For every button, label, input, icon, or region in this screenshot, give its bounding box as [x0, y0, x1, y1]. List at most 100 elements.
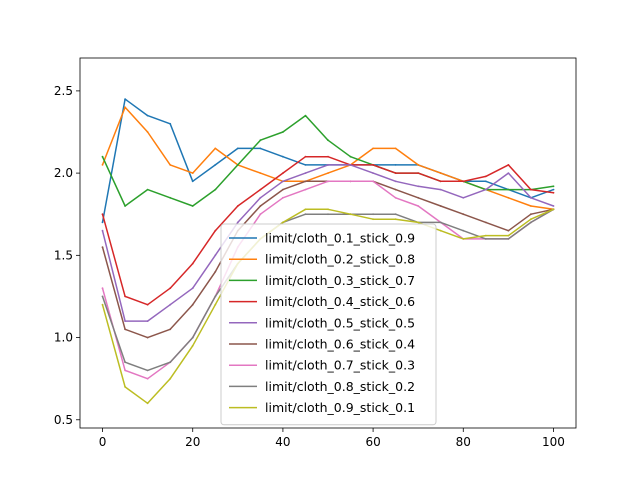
data-point — [394, 180, 397, 183]
data-point — [214, 270, 217, 273]
data-point — [304, 188, 307, 191]
data-point — [394, 164, 397, 166]
x-tick-label: 100 — [542, 435, 565, 449]
data-point — [101, 229, 104, 232]
data-point — [552, 188, 555, 191]
data-point — [439, 180, 442, 183]
data-point — [146, 402, 149, 405]
data-point — [124, 205, 126, 207]
data-point — [372, 172, 374, 175]
data-point — [507, 229, 510, 232]
data-point — [304, 180, 307, 183]
data-point — [417, 205, 420, 207]
legend-label: limit/cloth_0.3_stick_0.7 — [265, 273, 415, 288]
data-point — [169, 377, 172, 380]
x-tick-label: 80 — [456, 435, 471, 449]
data-point — [146, 131, 149, 133]
legend-label: limit/cloth_0.1_stick_0.9 — [265, 231, 415, 246]
data-point — [304, 172, 307, 175]
data-point — [439, 172, 442, 175]
data-point — [327, 208, 329, 211]
data-point — [282, 180, 284, 183]
data-point — [462, 213, 465, 216]
data-point — [169, 328, 172, 331]
data-point — [146, 377, 149, 380]
data-point — [417, 185, 420, 188]
data-point — [124, 320, 126, 322]
data-point — [304, 114, 307, 117]
data-point — [304, 164, 307, 166]
data-point — [552, 205, 555, 207]
x-tick-label: 0 — [99, 435, 107, 449]
data-point — [394, 213, 397, 216]
data-point — [327, 155, 329, 158]
data-point — [191, 205, 194, 207]
data-point — [484, 221, 487, 224]
data-point — [552, 208, 555, 211]
data-point — [349, 164, 352, 166]
data-point — [282, 221, 284, 224]
data-point — [236, 205, 239, 207]
data-point — [462, 180, 465, 183]
data-point — [507, 196, 510, 199]
data-point — [124, 369, 126, 372]
data-point — [439, 221, 442, 224]
data-point — [214, 188, 217, 191]
data-point — [394, 172, 397, 175]
plot-frame — [79, 57, 577, 429]
data-point — [507, 172, 510, 175]
data-point — [462, 238, 465, 240]
data-point — [327, 139, 329, 142]
data-point — [259, 188, 262, 191]
data-point — [146, 320, 149, 322]
data-point — [169, 361, 172, 364]
y-tick-label: 2.0 — [54, 166, 73, 180]
data-point — [327, 180, 329, 183]
data-point — [259, 213, 262, 216]
data-point — [169, 196, 172, 199]
data-point — [462, 196, 465, 199]
legend-box — [220, 223, 437, 426]
data-point — [530, 213, 532, 216]
data-point — [462, 229, 465, 232]
x-tick-label: 20 — [185, 435, 200, 449]
y-axis: 0.5 1.0 1.5 2.0 2.5 — [54, 84, 80, 427]
data-point — [236, 164, 239, 166]
data-point — [191, 303, 194, 306]
data-point — [101, 213, 104, 216]
data-point — [101, 287, 104, 290]
data-point — [214, 229, 217, 232]
data-point — [417, 164, 420, 166]
data-point — [327, 172, 329, 175]
data-point — [146, 336, 149, 339]
data-point — [259, 172, 262, 175]
data-point — [349, 213, 352, 216]
data-point — [124, 328, 126, 331]
y-tick-label: 0.5 — [54, 413, 73, 427]
y-tick-label: 1.5 — [54, 248, 73, 262]
data-point — [259, 139, 262, 142]
data-point — [282, 131, 284, 133]
data-point — [124, 106, 126, 109]
data-point — [484, 188, 487, 191]
data-point — [484, 234, 487, 237]
legend-label: limit/cloth_0.7_stick_0.3 — [265, 358, 415, 373]
data-point — [101, 221, 104, 224]
data-point — [124, 361, 126, 364]
y-tick-label: 1.0 — [54, 331, 73, 345]
data-point — [394, 147, 397, 150]
data-point — [146, 188, 149, 191]
data-point — [417, 196, 420, 199]
legend-label: limit/cloth_0.2_stick_0.8 — [265, 252, 415, 267]
data-point — [552, 191, 555, 194]
legend-label: limit/cloth_0.5_stick_0.5 — [265, 315, 415, 330]
data-point — [530, 221, 532, 224]
data-point — [191, 344, 194, 347]
data-point — [191, 262, 194, 265]
data-point — [304, 155, 307, 158]
data-point — [417, 172, 420, 175]
series-layer — [101, 98, 555, 405]
x-tick-label: 40 — [275, 435, 290, 449]
data-point — [101, 164, 104, 166]
data-point — [394, 218, 397, 221]
